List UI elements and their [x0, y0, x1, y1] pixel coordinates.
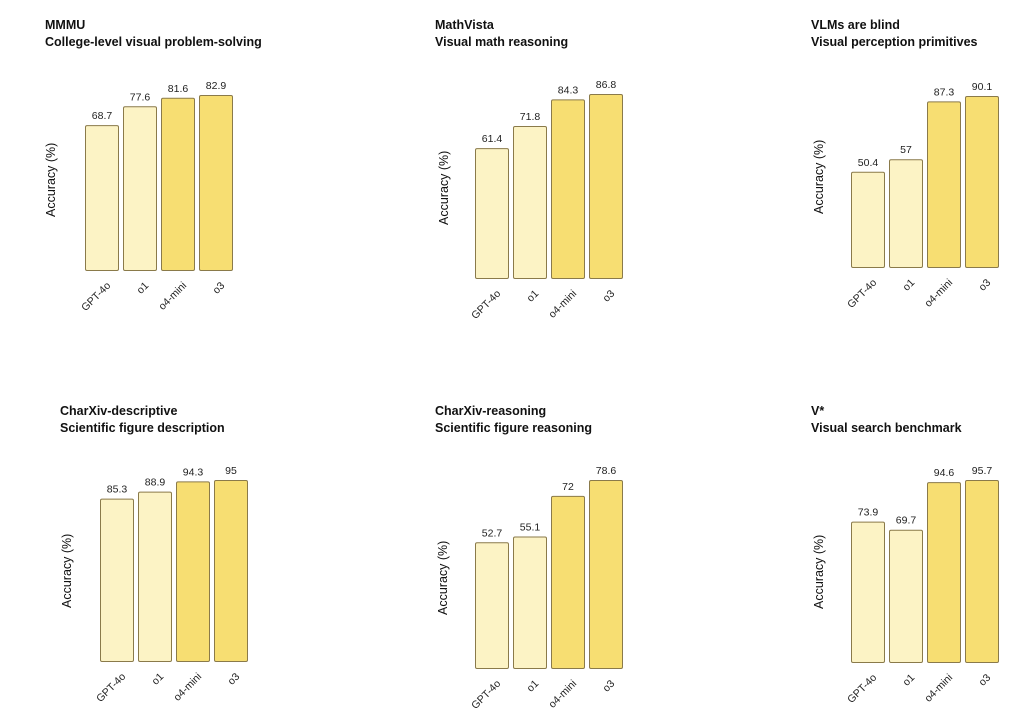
value-label-gpt-4o: 85.3 [107, 484, 128, 496]
chart-title-main: MMMU [45, 18, 86, 32]
bar-o3 [589, 94, 623, 279]
value-label-o3: 95.7 [972, 465, 993, 477]
value-label-o4-mini: 94.6 [934, 467, 955, 479]
bar-o4-mini [927, 101, 961, 268]
chart-subtitle: Visual math reasoning [435, 35, 569, 49]
value-label-o1: 57 [900, 144, 912, 156]
category-label-o4-mini: o4-mini [922, 672, 955, 705]
value-label-gpt-4o: 68.7 [92, 110, 113, 122]
chart-title: MMMU College-level visual problem-solvin… [45, 17, 262, 51]
bar-gpt-4o [851, 171, 885, 269]
bar-o1 [513, 125, 547, 279]
value-label-o1: 77.6 [130, 91, 151, 103]
category-label-o3: o3 [976, 672, 993, 689]
bar-gpt-4o [851, 521, 885, 663]
bar-o3 [965, 96, 999, 268]
chart-title: MathVista Visual math reasoning [435, 17, 568, 51]
value-label-o4-mini: 81.6 [168, 83, 189, 95]
value-label-o1: 88.9 [145, 477, 166, 489]
bar-o4-mini [551, 495, 585, 670]
value-label-o4-mini: 84.3 [558, 84, 579, 96]
value-label-gpt-4o: 52.7 [482, 527, 503, 539]
bar-o1 [889, 529, 923, 664]
chart-title-main: CharXiv-reasoning [435, 404, 547, 418]
value-label-o3: 86.8 [596, 79, 617, 91]
category-label-o1: o1 [900, 672, 917, 689]
chart-title-main: V* [811, 404, 825, 418]
value-label-o1: 55.1 [520, 522, 541, 534]
bar-o4-mini [551, 99, 585, 279]
chart-title: V* Visual search benchmark [811, 403, 962, 437]
bar-gpt-4o [475, 148, 509, 279]
value-label-o1: 71.8 [520, 111, 541, 123]
bar-o3 [214, 480, 248, 662]
bar-o1 [513, 536, 547, 669]
bar-gpt-4o [85, 125, 119, 271]
value-label-o4-mini: 72 [562, 481, 574, 493]
bar-o4-mini [176, 481, 210, 663]
category-label-gpt-4o: GPT-4o [845, 672, 879, 706]
chart-subtitle: Visual perception primitives [811, 35, 978, 49]
bar-o3 [589, 480, 623, 669]
value-label-o4-mini: 87.3 [934, 86, 955, 98]
value-label-o3: 78.6 [596, 465, 617, 477]
value-label-o3: 82.9 [206, 80, 227, 92]
value-label-o4-mini: 94.3 [183, 466, 204, 478]
bar-o4-mini [161, 97, 195, 271]
bar-gpt-4o [475, 542, 509, 669]
value-label-o3: 95 [225, 465, 237, 477]
chart-title-main: VLMs are blind [811, 18, 900, 32]
chart-title: CharXiv-descriptive Scientific figure de… [60, 403, 225, 437]
bar-o1 [138, 491, 172, 662]
chart-subtitle: College-level visual problem-solving [45, 35, 262, 49]
chart-title: CharXiv-reasoning Scientific figure reas… [435, 403, 592, 437]
value-label-o1: 69.7 [896, 515, 917, 527]
chart-subtitle: Visual search benchmark [811, 421, 962, 435]
bar-o3 [199, 95, 233, 271]
chart-subtitle: Scientific figure description [60, 421, 225, 435]
value-label-o3: 90.1 [972, 81, 993, 93]
chart-title-main: CharXiv-descriptive [60, 404, 178, 418]
bar-o4-mini [927, 482, 961, 663]
chart-title: VLMs are blind Visual perception primiti… [811, 17, 978, 51]
bar-o1 [889, 159, 923, 269]
chart-title-main: MathVista [435, 18, 494, 32]
value-label-gpt-4o: 61.4 [482, 133, 503, 145]
value-label-gpt-4o: 73.9 [858, 507, 879, 519]
bar-gpt-4o [100, 498, 134, 662]
value-label-gpt-4o: 50.4 [858, 157, 879, 169]
bar-o1 [123, 106, 157, 272]
chart-subtitle: Scientific figure reasoning [435, 421, 592, 435]
bar-o3 [965, 480, 999, 663]
